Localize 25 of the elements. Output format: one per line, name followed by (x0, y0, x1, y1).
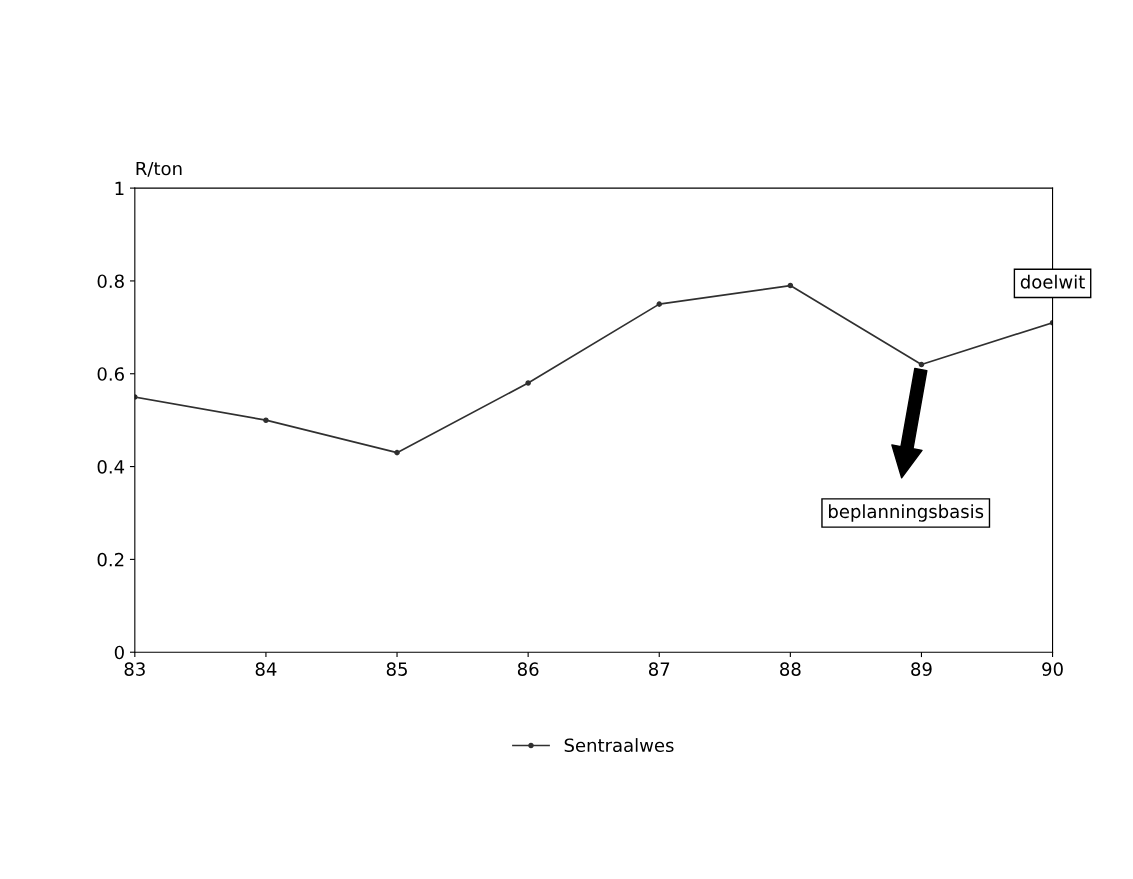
x-tick-label: 83 (124, 662, 145, 676)
y-tick-label: 0.8 (97, 274, 124, 289)
x-tick-label: 89 (911, 662, 932, 676)
x-tick-label: 90 (1042, 662, 1063, 676)
point (263, 417, 269, 423)
x-tick-label: 84 (255, 662, 277, 676)
y-axis-title: R/ton (136, 161, 182, 177)
point (394, 449, 400, 456)
x-tick-label: 87 (648, 662, 670, 676)
y-tick-label: 0.4 (97, 460, 125, 474)
y-tick-label: 1 (115, 181, 124, 195)
x-tick-label: 85 (386, 662, 407, 676)
y-tick-label: 0.2 (97, 552, 124, 567)
y-tick-label: 0 (114, 645, 124, 660)
x-tick-label: 86 (517, 662, 539, 676)
point (918, 361, 925, 368)
annotation: beplanningsbasis (829, 504, 984, 522)
point (134, 394, 138, 400)
point (656, 301, 663, 307)
point (787, 282, 794, 289)
point (525, 380, 531, 386)
annotation: doelwit (1020, 274, 1085, 289)
x-tick-label: 88 (780, 662, 801, 676)
y-tick-label: 0.6 (97, 367, 124, 381)
legend-label: Sentraalwes (564, 738, 674, 753)
